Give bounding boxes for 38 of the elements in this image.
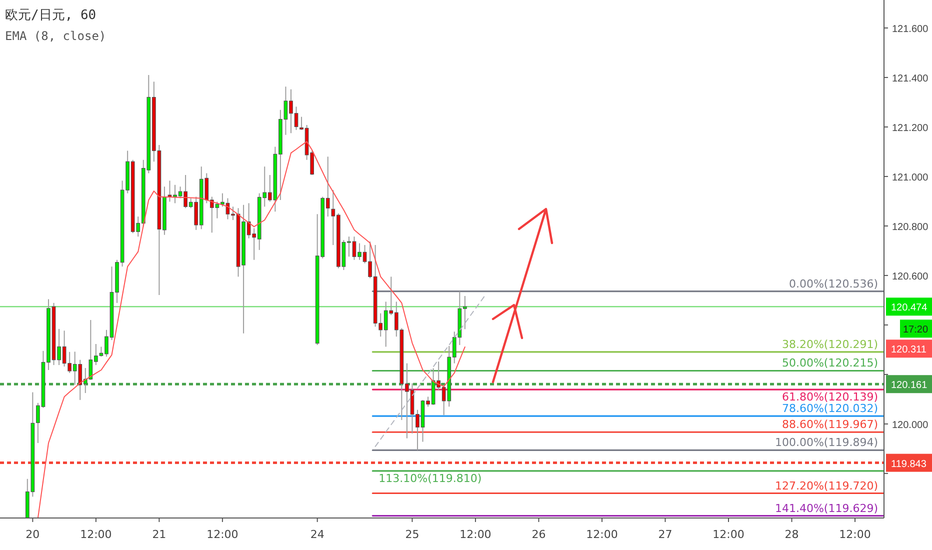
y-tick-label: 120.600 (892, 271, 929, 282)
x-tick-label: 27 (658, 528, 672, 541)
text: 120.311 (891, 344, 927, 356)
series-label: 100.00%(119.894) (774, 436, 878, 450)
x-tick-label: 26 (532, 528, 546, 541)
y-tick-label: 121.000 (892, 172, 929, 184)
series-label: 0.00%(120.536) (788, 277, 878, 290)
y-tick-label: 120.800 (892, 222, 929, 233)
x-tick-label: 20 (26, 528, 40, 541)
y-tick-label: 121.200 (892, 122, 929, 134)
ref-line-label: 120.161 (891, 380, 928, 392)
y-tick-label: 121.400 (892, 73, 929, 84)
x-tick-label: 21 (152, 528, 166, 541)
x-tick-label: 24 (310, 528, 324, 541)
x-tick-label: 25 (405, 528, 420, 541)
series-label: 88.60%(119.967) (782, 418, 878, 432)
ref-line-label: 119.843 (891, 458, 927, 470)
x-tick-label: 12:00 (206, 528, 238, 541)
x-tick-label: 12:00 (839, 528, 871, 541)
series-label: 50.00%(120.215) (782, 356, 878, 370)
series-label: 141.40%(119.629) (774, 502, 878, 515)
series-label: 61.80%(120.139) (782, 390, 878, 404)
ref-line-label: 120.474 (891, 302, 928, 314)
y-tick-label: 121.600 (892, 24, 929, 35)
x-tick-label: 12:00 (586, 528, 618, 541)
x-tick-label: 12:00 (80, 528, 112, 541)
x-tick-label: 12:00 (712, 528, 744, 541)
x-tick-label: 28 (784, 528, 799, 541)
text: EMA (8, close) (5, 29, 106, 43)
series-label: 113.10%(119.810) (378, 472, 482, 485)
y-tick-label: 120.000 (892, 420, 929, 431)
text: 欧元/日元, 60 (5, 8, 96, 23)
line-series (374, 294, 487, 447)
series-label: 38.20%(120.291) (782, 338, 878, 351)
text: 17:20 (903, 324, 928, 336)
series-label: 127.20%(119.720) (774, 479, 878, 492)
series-label: 78.60%(120.032) (782, 402, 878, 416)
x-tick-label: 12:00 (460, 528, 492, 541)
